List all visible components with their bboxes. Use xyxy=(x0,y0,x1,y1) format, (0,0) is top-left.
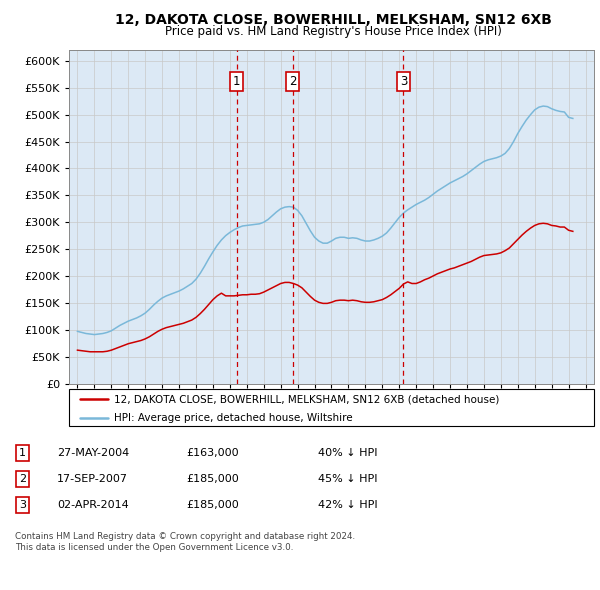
Text: 2: 2 xyxy=(19,474,26,484)
Text: 3: 3 xyxy=(400,75,407,88)
Text: 42% ↓ HPI: 42% ↓ HPI xyxy=(318,500,377,510)
Text: 02-APR-2014: 02-APR-2014 xyxy=(57,500,129,510)
Text: £185,000: £185,000 xyxy=(186,474,239,484)
Text: 27-MAY-2004: 27-MAY-2004 xyxy=(57,448,129,458)
Text: 12, DAKOTA CLOSE, BOWERHILL, MELKSHAM, SN12 6XB (detached house): 12, DAKOTA CLOSE, BOWERHILL, MELKSHAM, S… xyxy=(113,394,499,404)
Text: £163,000: £163,000 xyxy=(186,448,239,458)
Text: 45% ↓ HPI: 45% ↓ HPI xyxy=(318,474,377,484)
Text: 12, DAKOTA CLOSE, BOWERHILL, MELKSHAM, SN12 6XB: 12, DAKOTA CLOSE, BOWERHILL, MELKSHAM, S… xyxy=(115,13,551,27)
Text: 17-SEP-2007: 17-SEP-2007 xyxy=(57,474,128,484)
Text: 2: 2 xyxy=(289,75,296,88)
Text: Contains HM Land Registry data © Crown copyright and database right 2024.
This d: Contains HM Land Registry data © Crown c… xyxy=(15,532,355,552)
Text: 40% ↓ HPI: 40% ↓ HPI xyxy=(318,448,377,458)
Text: 1: 1 xyxy=(233,75,241,88)
Text: HPI: Average price, detached house, Wiltshire: HPI: Average price, detached house, Wilt… xyxy=(113,413,352,423)
Text: £185,000: £185,000 xyxy=(186,500,239,510)
Text: 1: 1 xyxy=(19,448,26,458)
Text: Price paid vs. HM Land Registry's House Price Index (HPI): Price paid vs. HM Land Registry's House … xyxy=(164,25,502,38)
Text: 3: 3 xyxy=(19,500,26,510)
